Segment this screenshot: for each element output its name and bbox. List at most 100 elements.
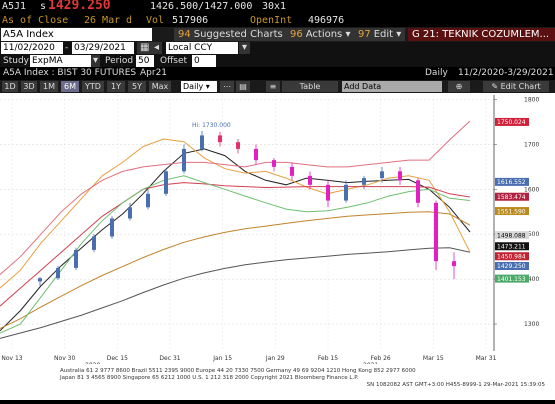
indicators-icon[interactable]: ≡: [266, 81, 280, 92]
period-button-6m[interactable]: 6M: [61, 81, 79, 92]
quote-line: A5J1 s 1429.250 1426.500/1427.000 30x1 A…: [0, 0, 555, 27]
price-label-box: [495, 252, 529, 261]
price-label-text: 1750.024: [497, 119, 526, 126]
period-button-max[interactable]: Max: [149, 81, 171, 92]
x-tick-label: Mar 31: [476, 355, 497, 362]
edit-num: 97: [358, 29, 371, 40]
series-line-1: [0, 247, 471, 339]
suggested-charts-num: 94: [178, 29, 191, 40]
series-lines: [0, 120, 471, 339]
draw-tools-icon[interactable]: ⋯: [220, 81, 234, 92]
candle-body: [146, 193, 150, 208]
grid-lines: [0, 95, 494, 351]
period-label: Period: [105, 56, 134, 66]
candle-body: [92, 236, 96, 250]
candle-body: [200, 135, 204, 149]
main-toolbar: A5A Index 94 Suggested Charts 96 Actions ▾…: [0, 27, 555, 42]
footer-line: Australia 61 2 9777 8600 Brazil 5511 239…: [60, 368, 416, 374]
edit-button[interactable]: 97 Edit ▾: [354, 28, 406, 41]
ticker-input[interactable]: A5A Index: [1, 28, 152, 41]
price-label-box: [495, 192, 529, 201]
study-dropdown-icon[interactable]: ▾: [91, 55, 101, 67]
x-tick-label: Nov 30: [54, 355, 75, 362]
candlesticks: [38, 130, 456, 286]
edit-chart-label: Edit Chart: [500, 82, 541, 91]
candle-body: [290, 166, 294, 176]
actions-dropdown-icon: ▾: [342, 29, 351, 40]
actions-num: 96: [290, 29, 303, 40]
suggested-charts-button[interactable]: 94 Suggested Charts: [174, 28, 287, 41]
y-tick-label-1400: 1400: [524, 276, 539, 283]
price-label-box: [495, 274, 529, 283]
candle-body: [416, 180, 420, 203]
chart-type-icon[interactable]: ▤: [236, 81, 250, 92]
price-label-text: 1498.088: [497, 232, 526, 239]
chart-toolbar: 1D 3D 1M 6M YTD 1Y 5Y Max Daily ▾ ⋯ ▤ ≡ Table A…: [0, 80, 555, 93]
price-label-text: 1616.552: [497, 179, 526, 186]
suggested-charts-label: Suggested Charts: [193, 29, 283, 40]
start-date-field[interactable]: 11/02/2020: [1, 42, 63, 54]
candle-body: [110, 218, 114, 237]
period-button-5y[interactable]: 5Y: [128, 81, 146, 92]
study-select[interactable]: ExpMA: [30, 55, 98, 67]
period-button-1d[interactable]: 1D: [2, 81, 18, 92]
zoom-icon[interactable]: ⊕: [448, 81, 470, 92]
price-label-box: [495, 207, 529, 216]
y-tick-label-1300: 1300: [524, 321, 539, 328]
period-button-1y[interactable]: 1Y: [107, 81, 125, 92]
series-line-2: [0, 211, 471, 329]
edit-chart-button[interactable]: ✎ Edit Chart: [483, 81, 549, 92]
currency-select[interactable]: Local CCY: [166, 42, 238, 54]
calendar-icon[interactable]: ▦: [137, 42, 153, 54]
candle-body: [344, 184, 348, 201]
candle-body: [380, 171, 384, 179]
table-button[interactable]: Table: [282, 81, 338, 92]
offset-field[interactable]: 0: [192, 55, 216, 67]
x-tick-label: Jan 29: [265, 355, 285, 362]
period-button-3d[interactable]: 3D: [21, 81, 37, 92]
bid-ask-size: 30x1: [262, 1, 287, 12]
range-separator: -: [65, 43, 69, 53]
window-title: G 21: TEKNIK COZUMLEM...: [408, 28, 555, 41]
end-date-field[interactable]: 03/29/2021: [72, 42, 134, 54]
contract-month: Apr21: [140, 68, 168, 78]
x-tick-label: Feb 26: [371, 355, 391, 362]
period-button-1m[interactable]: 1M: [40, 81, 58, 92]
price-label-text: 1429.250: [497, 263, 526, 270]
actions-button[interactable]: 96 Actions ▾: [286, 28, 355, 41]
x-tick-label: Mar 15: [423, 355, 444, 362]
candle-body: [236, 142, 240, 149]
openint-value: 496976: [308, 15, 345, 26]
y-tick-label-1700: 1700: [524, 141, 539, 148]
price-chart[interactable]: 1300 1400 1500 1600 1700 1800 1750.024 1616.552…: [0, 93, 555, 400]
x-tick-label: Feb 15: [318, 355, 338, 362]
series-line-5: [0, 182, 471, 307]
y-tick-label-1600: 1600: [524, 186, 539, 193]
quote-ticker: A5J1: [2, 1, 27, 12]
currency-dropdown-icon[interactable]: ▾: [239, 42, 251, 54]
price-label-text: 1450.984: [497, 253, 526, 260]
add-data-input[interactable]: Add Data: [342, 81, 442, 92]
period-button-ytd[interactable]: YTD: [82, 81, 104, 92]
edit-chart-icon: ✎: [491, 82, 501, 91]
candle-body: [398, 171, 402, 181]
y-axis: 1300 1400 1500 1600 1700 1800 1750.024 1616.552…: [493, 95, 539, 351]
chart-area[interactable]: 1300 1400 1500 1600 1700 1800 1750.024 1616.552…: [0, 93, 555, 400]
series-line-0: [0, 148, 471, 332]
close-flag: d: [126, 15, 133, 26]
footer-background: [0, 364, 555, 400]
candle-body: [362, 178, 366, 185]
security-name: A5A Index : BIST 30 FUTURES: [3, 68, 137, 78]
date-range-bar: 11/02/2020 - 03/29/2021 ▦ ◂ Local CCY ▾: [0, 42, 555, 55]
price-label-box: [495, 117, 529, 126]
range-label: 11/2/2020-3/29/2021: [458, 68, 554, 78]
frequency-select[interactable]: Daily ▾: [181, 81, 217, 92]
price-label-text: 1473.211: [497, 243, 526, 250]
copyright-footer: Australia 61 2 9777 8600 Brazil 5511 239…: [59, 368, 545, 388]
range-back-icon[interactable]: ◂: [151, 42, 163, 54]
footer-line: SN 1082082 AST GMT+3:00 H455-8999-1 29-M…: [367, 382, 546, 388]
price-label-text: 1583.474: [497, 194, 526, 201]
period-field[interactable]: 50: [136, 55, 154, 67]
x-tick-label: Nov 13: [1, 355, 22, 362]
